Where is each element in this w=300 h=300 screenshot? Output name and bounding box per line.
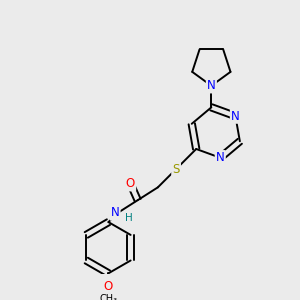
Text: O: O [126,177,135,190]
Text: S: S [172,163,180,176]
Text: O: O [104,280,113,292]
Text: N: N [207,79,216,92]
Text: N: N [216,151,225,164]
Text: N: N [111,206,119,220]
Text: CH₃: CH₃ [99,294,118,300]
Text: N: N [231,110,240,123]
Text: H: H [125,214,132,224]
